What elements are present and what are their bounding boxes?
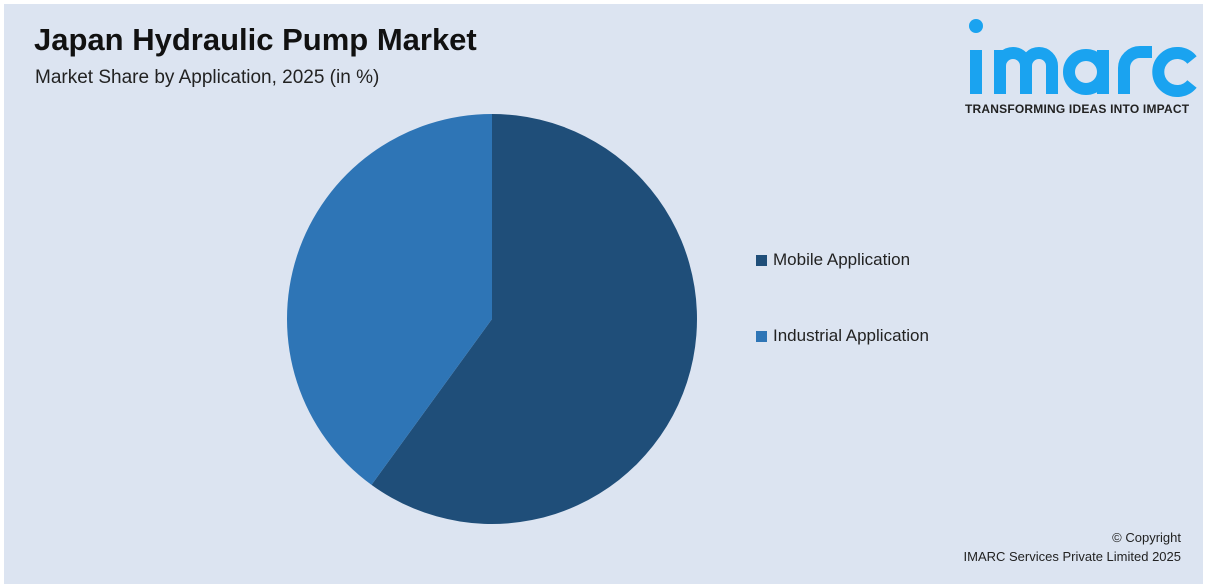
legend-swatch <box>756 254 767 266</box>
legend-item-industrial: Industrial Application <box>756 326 929 346</box>
chart-title: Japan Hydraulic Pump Market <box>34 22 477 57</box>
copyright-company: IMARC Services Private Limited 2025 <box>963 549 1181 564</box>
legend-label: Mobile Application <box>773 250 911 269</box>
chart-subtitle: Market Share by Application, 2025 (in %) <box>35 67 380 88</box>
legend-item-mobile: Mobile Application <box>756 250 910 270</box>
logo-tagline: TRANSFORMING IDEAS INTO IMPACT <box>965 102 1190 116</box>
pie-slice-mobile-application <box>371 114 697 524</box>
legend-label: Industrial Application <box>773 326 929 345</box>
pie-slice-industrial-application <box>287 114 492 485</box>
imarc-logo <box>969 19 1197 97</box>
copyright: © Copyright <box>1112 530 1181 545</box>
legend-swatch <box>756 330 767 342</box>
